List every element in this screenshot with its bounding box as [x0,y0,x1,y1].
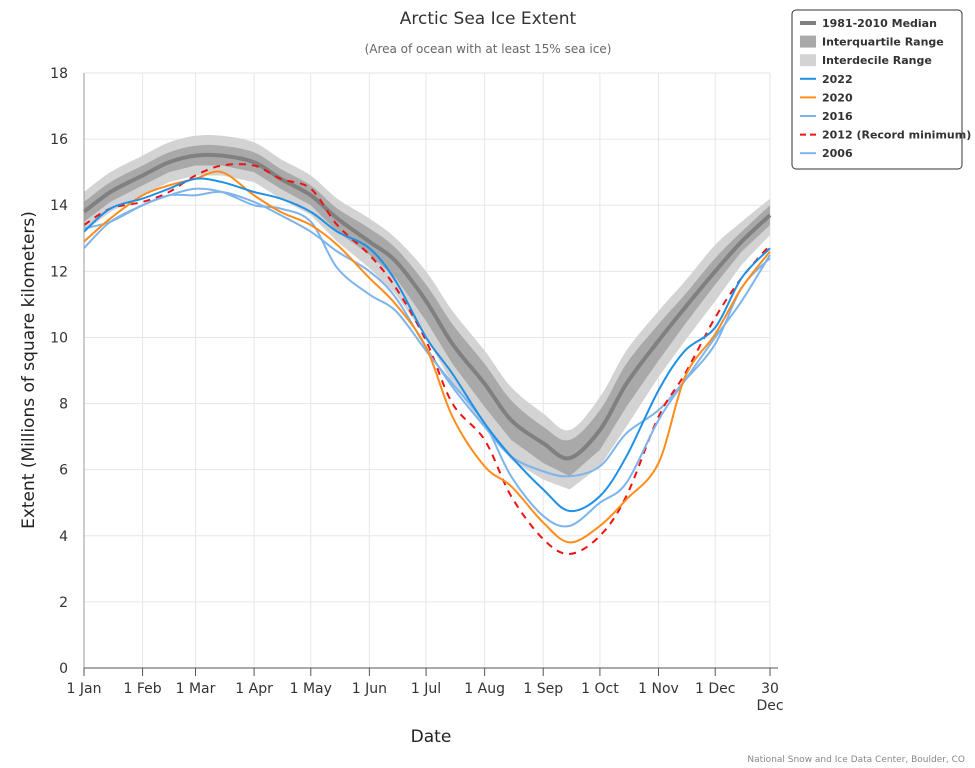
y-tick-label: 0 [59,661,68,677]
median-line [82,152,772,461]
y-tick-label: 6 [59,463,68,479]
series-lines [82,152,772,555]
x-tick-label: 1 Mar [176,681,216,697]
x-tick-label: 30 [761,681,779,697]
series-line-2016 [83,187,771,528]
y-tick-label: 14 [50,198,68,214]
axes: 0 2 4 6 8 10 12 14 16 18 1 Jan 1 Feb 1 Mar 1 Apr 1 May… [50,66,783,714]
legend-label: Interdecile Range [822,54,932,67]
x-tick-label: 1 May [290,681,332,697]
legend-label: 2022 [822,73,853,86]
x-axis-label: Date [411,727,452,747]
series-line-2022 [83,177,771,513]
y-tick-label: 18 [50,66,68,82]
legend-swatch [800,35,816,48]
bands [84,134,770,490]
x-tick-label: 1 Aug [464,681,505,697]
interquartile-band [84,144,770,477]
series-line-2012 [83,163,771,555]
x-tick-label: 1 Oct [581,681,619,697]
x-tick-label: 1 Dec [695,681,735,697]
y-tick-label: 8 [59,397,68,413]
legend-label: 2006 [822,147,853,160]
x-tick-label-2: Dec [756,698,783,714]
legend-label: 2016 [822,110,853,123]
legend-label: Interquartile Range [822,36,944,49]
x-tick-label: 1 Nov [638,681,679,697]
chart-title: Arctic Sea Ice Extent [400,9,577,29]
x-tick-label: 1 Apr [235,681,273,697]
x-tick-label: 1 Sep [523,681,563,697]
x-tick-label: 1 Jul [411,681,441,697]
y-tick-label: 10 [50,330,68,346]
legend-label: 2020 [822,91,853,104]
legend-box [791,9,963,170]
legend-label: 2012 (Record minimum) [822,129,971,142]
chart-subtitle: (Area of ocean with at least 15% sea ice… [365,42,612,56]
y-axis-label: Extent (Millions of square kilometers) [19,211,39,529]
credit: National Snow and Ice Data Center, Bould… [747,755,965,765]
x-tick-label: 1 Jan [67,681,102,697]
x-tick-label: 1 Jun [352,681,387,697]
legend-label: 1981-2010 Median [822,17,937,30]
y-tick-label: 2 [59,595,68,611]
legend: 1981-2010 Median Interquartile Range Inter… [791,9,971,170]
y-tick-label: 16 [50,132,68,148]
x-tick-label: 1 Feb [124,681,162,697]
legend-swatch [800,54,816,67]
y-tick-label: 12 [50,264,68,280]
y-tick-label: 4 [59,529,68,545]
